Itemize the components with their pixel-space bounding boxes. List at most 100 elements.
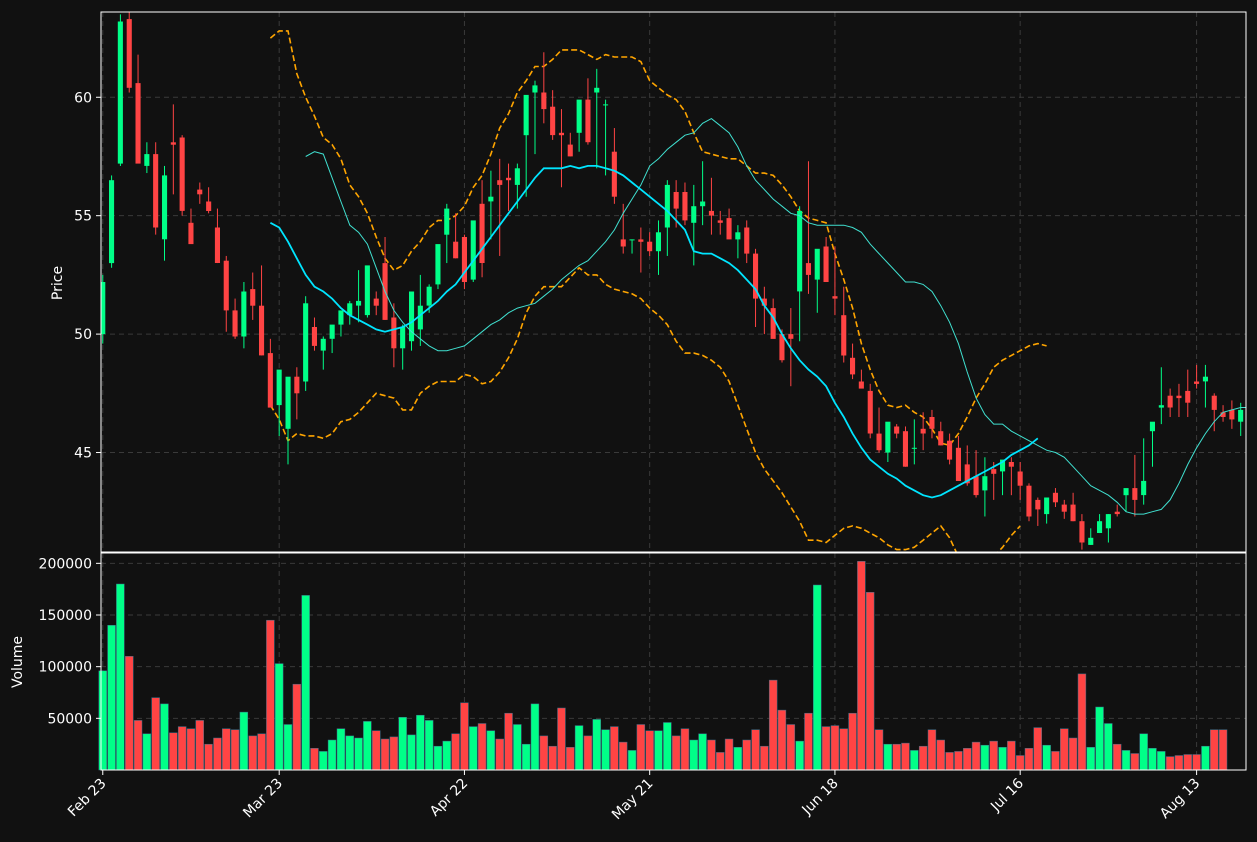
volume-bar bbox=[795, 740, 804, 771]
volume-bar bbox=[239, 711, 249, 771]
volume-bar bbox=[760, 745, 769, 771]
candle-body bbox=[576, 99, 582, 133]
volume-bar bbox=[389, 736, 399, 771]
volume-bar bbox=[301, 595, 310, 771]
candle-body bbox=[453, 241, 459, 259]
volume-tick-label: 50000 bbox=[47, 711, 92, 727]
candle-body bbox=[1167, 395, 1173, 408]
volume-bar bbox=[345, 735, 354, 771]
volume-bar bbox=[848, 712, 857, 771]
volume-bar bbox=[883, 743, 893, 771]
candle-body bbox=[1105, 514, 1111, 529]
volume-bar bbox=[1183, 754, 1192, 771]
candle-body bbox=[647, 241, 653, 252]
candle-body bbox=[1035, 499, 1041, 510]
volume-bar bbox=[1121, 750, 1131, 771]
candle-body bbox=[364, 265, 370, 316]
volume-bar bbox=[574, 725, 584, 771]
candle-body bbox=[779, 334, 785, 361]
volume-bar bbox=[363, 721, 372, 771]
candle-body bbox=[320, 338, 326, 351]
volume-bar bbox=[222, 728, 231, 771]
candle-body bbox=[558, 132, 564, 136]
volume-tick-label: 150000 bbox=[39, 608, 92, 624]
volume-bar bbox=[989, 740, 998, 771]
volume-bar bbox=[416, 714, 425, 771]
volume-bar bbox=[971, 741, 981, 771]
volume-bar bbox=[213, 737, 222, 771]
volume-bar bbox=[1157, 751, 1166, 771]
candle-body bbox=[814, 248, 820, 280]
price-tick-label: 55 bbox=[74, 209, 92, 225]
volume-bar bbox=[830, 725, 840, 771]
volume-bar bbox=[742, 739, 751, 771]
volume-bar bbox=[160, 703, 169, 771]
candle-body bbox=[144, 154, 150, 166]
candle-body bbox=[1097, 521, 1103, 533]
candle-body bbox=[832, 296, 838, 299]
volume-bar bbox=[1148, 748, 1157, 771]
volume-bar bbox=[1077, 673, 1087, 771]
candle-body bbox=[400, 327, 406, 349]
candle-body bbox=[973, 476, 979, 496]
candle-body bbox=[506, 177, 512, 181]
candle-body bbox=[101, 282, 106, 335]
candle-body bbox=[929, 417, 935, 429]
candle-body bbox=[1202, 376, 1208, 382]
volume-bar bbox=[813, 584, 822, 771]
volume-bar bbox=[663, 722, 672, 771]
volume-bar bbox=[354, 737, 363, 771]
volume-bar bbox=[557, 707, 566, 771]
volume-bar bbox=[195, 720, 204, 771]
candle-body bbox=[761, 298, 767, 306]
volume-tick-label: 200000 bbox=[39, 556, 92, 572]
candle-body bbox=[585, 99, 591, 143]
volume-bar bbox=[169, 732, 178, 771]
volume-bar bbox=[1033, 727, 1042, 771]
candle-body bbox=[770, 308, 776, 339]
candle-body bbox=[409, 291, 415, 342]
bollinger-bands bbox=[269, 30, 1047, 552]
candle-body bbox=[629, 239, 635, 241]
candle-body bbox=[1229, 409, 1235, 420]
candle-body bbox=[479, 203, 485, 263]
volume-bar bbox=[469, 726, 478, 771]
volume-bar bbox=[477, 723, 487, 771]
volume-bar bbox=[618, 741, 628, 771]
volume-bar bbox=[204, 743, 213, 771]
volume-bar bbox=[327, 739, 337, 771]
candle-body bbox=[744, 227, 750, 254]
volume-bar bbox=[768, 679, 778, 771]
candle-body bbox=[356, 300, 362, 306]
volume-bar bbox=[107, 625, 116, 771]
volume-bar bbox=[1201, 745, 1210, 771]
candle-body bbox=[1008, 462, 1014, 467]
volume-bar bbox=[592, 719, 601, 771]
candle-body bbox=[1132, 488, 1138, 500]
candle-body bbox=[567, 144, 573, 157]
volume-bar bbox=[751, 729, 760, 771]
volume-panel-frame bbox=[100, 552, 1247, 771]
volume-bar bbox=[116, 583, 125, 771]
volume-bar bbox=[398, 717, 407, 771]
volume-bar bbox=[1051, 751, 1060, 771]
volume-bar bbox=[1086, 747, 1095, 771]
candle-body bbox=[1017, 471, 1023, 486]
candle-body bbox=[902, 431, 908, 467]
candle-body bbox=[947, 440, 953, 460]
volume-bar bbox=[1165, 756, 1175, 771]
candle-body bbox=[347, 303, 353, 316]
volume-bar bbox=[918, 745, 928, 771]
volume-tick-label: 100000 bbox=[39, 660, 92, 676]
candle-body bbox=[1220, 412, 1226, 417]
volume-bar bbox=[821, 726, 831, 771]
candle-body bbox=[955, 447, 961, 481]
candle-body bbox=[232, 310, 238, 337]
volume-bar bbox=[1192, 754, 1201, 771]
candle-body bbox=[162, 175, 168, 240]
candle-body bbox=[197, 189, 203, 195]
volume-bar bbox=[380, 738, 390, 771]
volume-bar bbox=[627, 750, 637, 771]
candle-body bbox=[964, 464, 970, 484]
